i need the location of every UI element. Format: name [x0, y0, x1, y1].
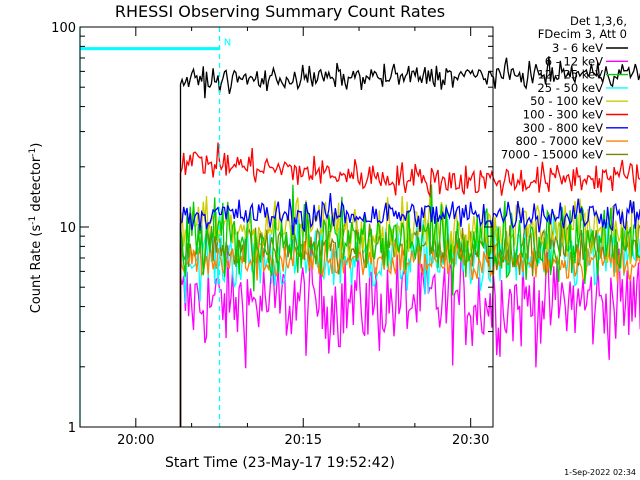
y-axis-label-main: Count Rate (s: [29, 225, 44, 314]
legend-label-3-6-kev: 3 - 6 keV: [552, 41, 603, 55]
legend-label-50-100-kev: 50 - 100 keV: [530, 94, 603, 108]
legend-label-6-12-kev: 6 - 12 keV: [545, 54, 603, 68]
y-tick-label: 10: [59, 221, 76, 236]
x-tick-label: 20:00: [117, 433, 154, 448]
legend-label-800-7000-kev: 800 - 7000 keV: [515, 134, 603, 148]
axes-layer: 20:00 20:15 20:30 1 10 100: [51, 21, 494, 448]
x-axis-label: Start Time (23-May-17 19:52:42): [165, 455, 395, 471]
y-axis-label-end: ): [29, 143, 44, 148]
legend-label-25-50-kev: 25 - 50 keV: [537, 81, 603, 95]
series-line-800-7000-kev: [179, 234, 640, 427]
series-line-100-300-kev: [179, 142, 640, 427]
series-line-25-50-kev: [179, 211, 640, 427]
flag-label-n: N: [224, 38, 231, 49]
footer-timestamp: 1-Sep-2022 02:34: [564, 468, 636, 477]
legend-label-7000-15000-kev: 7000 - 15000 keV: [501, 147, 603, 161]
x-tick-label: 20:15: [285, 433, 322, 448]
y-tick-label: 1: [68, 421, 76, 436]
series-line-6-12-kev: [179, 240, 640, 427]
y-axis-label-sup1: -1: [28, 216, 38, 225]
legend-label-12-25-kev: 12 - 25 keV: [537, 68, 603, 82]
y-axis-label: Count Rate (s-1 detector-1): [28, 143, 44, 314]
legend-label-100-300-kev: 100 - 300 keV: [523, 108, 603, 122]
y-axis-label-sup2: -1: [28, 148, 38, 157]
legend-label-300-800-kev: 300 - 800 keV: [523, 121, 603, 135]
legend-header-line2: FDecim 3, Att 0: [538, 27, 627, 41]
chart-title: RHESSI Observing Summary Count Rates: [115, 2, 445, 21]
series-line-300-800-kev: [179, 193, 640, 427]
y-tick-label: 100: [51, 21, 76, 36]
y-axis-label-mid: detector: [29, 156, 44, 216]
x-tick-label: 20:30: [452, 433, 489, 448]
series-line-12-25-kev: [179, 184, 640, 427]
legend-header-line1: Det 1,3,6,: [570, 14, 627, 28]
